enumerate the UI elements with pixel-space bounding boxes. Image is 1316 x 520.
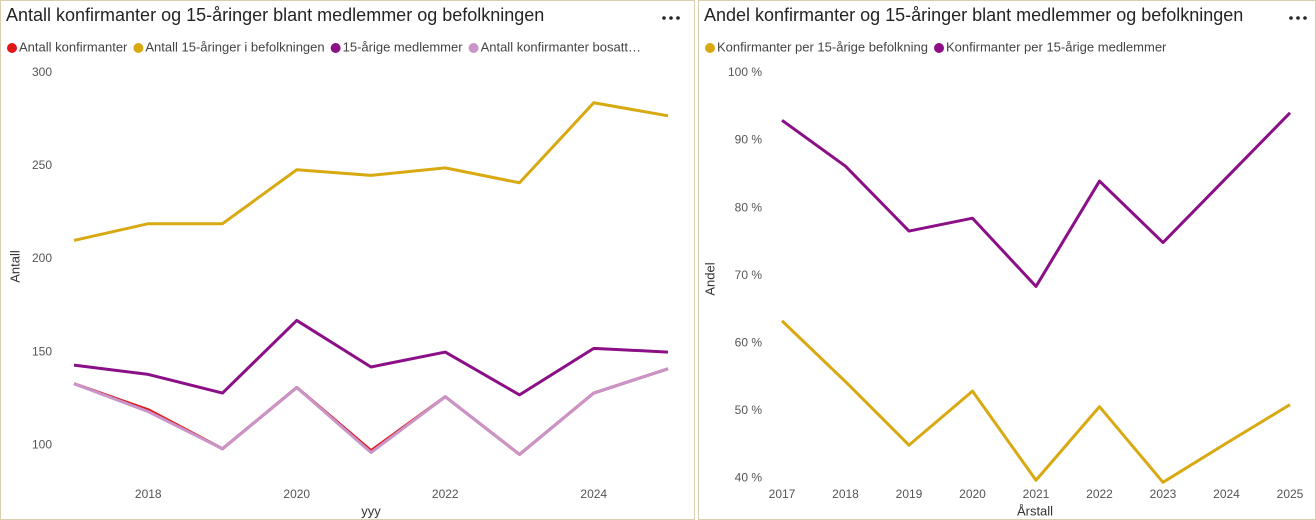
y-tick-label: 250 xyxy=(32,158,52,172)
y-tick-label: 50 % xyxy=(735,403,763,417)
series-line xyxy=(73,101,669,242)
legend-label: Antall konfirmanter xyxy=(19,39,128,54)
x-tick-label: 2022 xyxy=(432,487,459,501)
x-tick-label: 2024 xyxy=(580,487,607,501)
x-tick-label: 2018 xyxy=(135,487,162,501)
more-options[interactable] xyxy=(662,16,680,20)
y-tick-label: 70 % xyxy=(735,268,763,282)
legend-label: Konfirmanter per 15-årige befolkning xyxy=(717,39,928,54)
legend-label: Antall konfirmanter bosatt… xyxy=(481,39,641,54)
x-tick-label: 2024 xyxy=(1213,487,1240,501)
x-tick-label: 2020 xyxy=(959,487,986,501)
y-tick-label: 40 % xyxy=(735,470,763,484)
legend-marker xyxy=(133,43,144,53)
legend-marker xyxy=(7,43,17,53)
y-tick-label: 60 % xyxy=(735,335,763,349)
y-axis-title: Andel xyxy=(702,262,717,295)
y-axis-title: Antall xyxy=(7,250,22,283)
x-tick-label: 2025 xyxy=(1277,487,1304,501)
legend-marker xyxy=(330,43,341,53)
y-tick-label: 80 % xyxy=(735,200,763,214)
legend-label: Antall 15-åringer i befolkningen xyxy=(145,39,324,54)
y-tick-label: 90 % xyxy=(735,133,763,147)
legend-label: Konfirmanter per 15-årige medlemmer xyxy=(946,39,1167,54)
chart-title: Antall konfirmanter og 15-åringer blant … xyxy=(6,5,544,25)
series-line xyxy=(781,111,1292,288)
series-line xyxy=(73,367,669,456)
x-tick-label: 2021 xyxy=(1023,487,1050,501)
x-axis-title: yyy xyxy=(361,503,381,518)
chart-title: Andel konfirmanter og 15-åringer blant m… xyxy=(704,5,1243,25)
series-line xyxy=(73,318,669,397)
y-tick-label: 100 xyxy=(32,437,52,451)
x-tick-label: 2020 xyxy=(283,487,310,501)
x-tick-label: 2023 xyxy=(1150,487,1177,501)
legend-label: 15-årige medlemmer xyxy=(343,39,464,54)
y-tick-label: 150 xyxy=(32,344,52,358)
panel-border xyxy=(0,0,695,520)
legend-marker xyxy=(705,43,715,53)
x-tick-label: 2018 xyxy=(832,487,859,501)
x-tick-label: 2019 xyxy=(896,487,923,501)
more-options[interactable] xyxy=(1289,16,1307,20)
x-axis-title: Årstall xyxy=(1017,503,1053,518)
series-line xyxy=(73,367,669,456)
y-tick-label: 200 xyxy=(32,251,52,265)
legend-marker xyxy=(934,43,945,53)
series-line xyxy=(780,319,1291,484)
legend-marker xyxy=(468,43,479,53)
x-tick-label: 2022 xyxy=(1086,487,1113,501)
y-tick-label: 300 xyxy=(32,65,52,79)
x-tick-label: 2017 xyxy=(769,487,796,501)
y-tick-label: 100 % xyxy=(728,65,762,79)
